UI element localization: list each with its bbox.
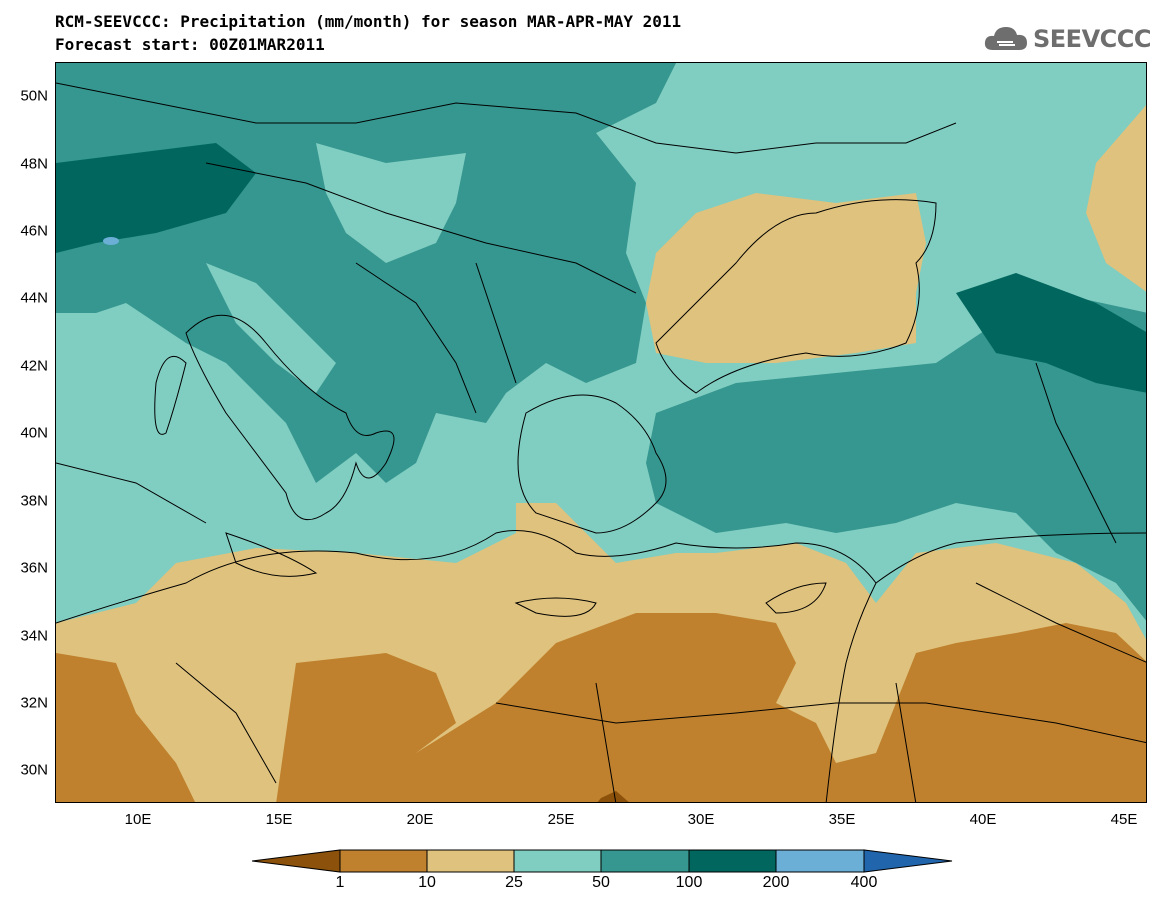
cloud-icon xyxy=(984,27,1027,50)
legend-label-25: 25 xyxy=(505,874,523,891)
contour-1-10-libya xyxy=(276,613,1146,802)
legend-colorbar xyxy=(252,849,953,873)
legend-swatch-6 xyxy=(775,849,865,873)
legend-label-400: 400 xyxy=(850,874,878,891)
lat-label-50n: 50N xyxy=(20,87,48,105)
legend-swatch-3 xyxy=(513,849,602,873)
lat-label-32n: 32N xyxy=(20,694,48,712)
legend-swatch-1 xyxy=(339,849,428,873)
lon-label-45e: 45E xyxy=(1110,811,1138,828)
contour-1-10-west xyxy=(56,653,196,802)
lat-label-44n: 44N xyxy=(20,289,48,307)
contour-50-100-turkey xyxy=(646,293,1146,621)
contour-25-50-adriatic xyxy=(206,263,336,393)
legend-swatch-7 xyxy=(863,849,953,873)
contour-100-200-caucasus xyxy=(956,273,1146,393)
lon-label-35e: 35E xyxy=(828,811,856,828)
contour-10-25-northeast xyxy=(1086,105,1146,292)
lat-label-40n: 40N xyxy=(20,424,48,442)
lon-label-15e: 15E xyxy=(265,811,293,828)
legend-swatch-4 xyxy=(600,849,690,873)
lat-label-34n: 34N xyxy=(20,627,48,645)
legend-swatch-2 xyxy=(426,849,515,873)
forecast-start-label: Forecast start: 00Z01MAR2011 xyxy=(55,35,325,54)
lat-label-48n: 48N xyxy=(20,155,48,173)
legend-label-1: 1 xyxy=(335,874,345,891)
legend-label-200: 200 xyxy=(762,874,790,891)
legend-label-10: 10 xyxy=(418,874,436,891)
precipitation-map xyxy=(55,62,1147,803)
contour-10-25-black-sea xyxy=(646,193,926,363)
contour-25-50-hungary xyxy=(316,143,466,263)
lon-label-30e: 30E xyxy=(687,811,715,828)
legend-label-50: 50 xyxy=(592,874,610,891)
logo-text: SEEVCCC xyxy=(1033,25,1152,53)
contour-below-1 xyxy=(597,791,629,802)
map-title: RCM-SEEVCCC: Precipitation (mm/month) fo… xyxy=(55,12,682,31)
legend-label-100: 100 xyxy=(675,874,703,891)
legend-swatch-0 xyxy=(252,849,341,873)
coastlines xyxy=(56,82,1146,802)
lon-label-40e: 40E xyxy=(969,811,997,828)
lon-label-20e: 20E xyxy=(406,811,434,828)
contour-10-25-aegean xyxy=(516,503,596,583)
lat-label-42n: 42N xyxy=(20,357,48,375)
contour-100-200-alps xyxy=(56,143,256,253)
lon-label-25e: 25E xyxy=(547,811,575,828)
lon-label-10e: 10E xyxy=(124,811,152,828)
lat-label-38n: 38N xyxy=(20,492,48,510)
seevccc-logo: SEEVCCC xyxy=(983,22,1152,56)
lat-label-36n: 36N xyxy=(20,559,48,577)
map-canvas xyxy=(56,63,1146,802)
lat-label-30n: 30N xyxy=(20,761,48,779)
lat-label-46n: 46N xyxy=(20,222,48,240)
legend-swatch-5 xyxy=(688,849,777,873)
